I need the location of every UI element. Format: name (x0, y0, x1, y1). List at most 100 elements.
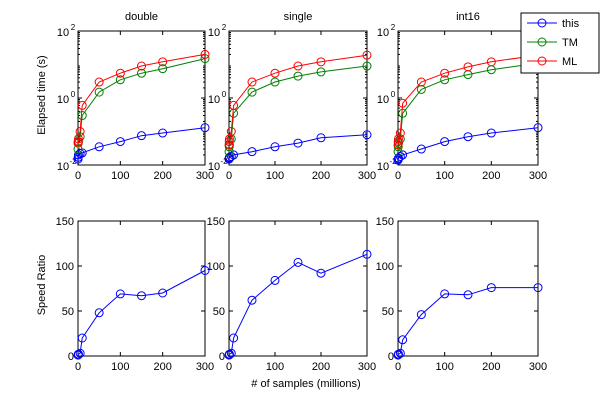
series-line (397, 127, 539, 161)
y-tick-exponent: 2 (391, 23, 396, 32)
x-tick-label: 100 (266, 361, 284, 373)
y-tick-label: 10 (377, 94, 389, 106)
data-point (200, 123, 210, 133)
y-tick-label: 10 (208, 94, 220, 106)
data-point (73, 144, 83, 154)
data-point (247, 295, 257, 305)
legend-box (520, 12, 600, 74)
series-line (77, 270, 206, 356)
y-tick-label: 150 (376, 216, 394, 228)
y-tick-label: 100 (56, 261, 74, 273)
y-tick-label: 150 (56, 216, 74, 228)
data-point (229, 150, 239, 160)
x-tick-label: 100 (266, 170, 284, 182)
y-tick-label: 10 (377, 27, 389, 39)
data-point (393, 140, 403, 150)
y-tick-exponent: 0 (71, 90, 76, 99)
data-point (416, 144, 426, 154)
data-point (158, 57, 168, 67)
x-tick-label: 200 (312, 170, 330, 182)
data-point (533, 123, 543, 133)
data-point (316, 57, 326, 67)
data-point (395, 128, 405, 138)
x-tick-label: 200 (153, 170, 171, 182)
data-point (247, 77, 257, 87)
y-tick-label: 0 (388, 351, 394, 363)
y-tick-label: 50 (62, 306, 74, 318)
data-point (73, 137, 83, 147)
data-point (270, 142, 280, 152)
x-tick-label: 300 (529, 170, 547, 182)
data-point (73, 349, 83, 359)
data-point (94, 308, 104, 318)
series-speed-ratio (393, 283, 543, 360)
ylabel-elapsed-time: Elapsed time (s) (36, 55, 48, 134)
series-line (397, 287, 538, 356)
data-point (137, 291, 146, 301)
y-tick-exponent: 2 (222, 23, 227, 32)
data-point (440, 289, 450, 299)
y-tick-exponent: -2 (389, 157, 397, 166)
axes-box (77, 30, 206, 166)
y-tick-exponent: -2 (69, 157, 77, 166)
x-tick-label: 300 (358, 170, 376, 182)
data-point (463, 132, 473, 142)
data-point (200, 266, 210, 275)
ylabel-speed-ratio: Speed Ratio (36, 255, 48, 316)
data-point (362, 50, 372, 60)
data-point (137, 61, 146, 71)
data-point (463, 62, 473, 72)
data-point (224, 147, 234, 157)
data-point (137, 68, 146, 78)
data-point (416, 310, 426, 320)
y-tick-label: 0 (219, 351, 225, 363)
data-point (224, 137, 234, 147)
y-tick-label: 10 (57, 161, 69, 173)
x-tick-label: 0 (75, 170, 81, 182)
data-point (224, 349, 234, 359)
y-tick-label: 10 (57, 94, 69, 106)
data-point (416, 77, 426, 87)
x-tick-label: 0 (226, 361, 232, 373)
data-point (316, 67, 326, 77)
y-tick-label: 0 (68, 351, 74, 363)
data-point (486, 128, 496, 138)
data-point (229, 333, 239, 343)
x-tick-label: 200 (312, 361, 330, 373)
data-point (229, 100, 239, 110)
axes-box (228, 220, 368, 357)
data-point (77, 100, 87, 110)
series-this (224, 130, 372, 164)
data-point (395, 151, 405, 161)
legend: this TM ML (520, 12, 600, 74)
xlabel-samples: # of samples (millions) (251, 378, 360, 390)
data-point (440, 75, 450, 85)
y-tick-label: 100 (376, 261, 394, 273)
panel-4: 0 100 200 300 0 50 100 150 (56, 216, 215, 373)
panel-title: double (125, 11, 158, 23)
legend-marker (537, 18, 547, 28)
data-point (533, 283, 543, 293)
y-tick-label: 50 (382, 306, 394, 318)
x-tick-label: 300 (196, 170, 214, 182)
data-point (393, 134, 403, 144)
legend-label-this: this (562, 18, 580, 30)
data-point (226, 127, 236, 136)
data-point (398, 98, 408, 108)
data-point (226, 151, 236, 161)
data-point (115, 289, 125, 299)
data-point (247, 147, 257, 157)
y-tick-exponent: 2 (71, 23, 76, 32)
panel-6: 0 100 200 300 0 50 100 150 (376, 216, 548, 373)
series-speed-ratio (73, 266, 210, 360)
y-tick-label: 10 (208, 27, 220, 39)
series-this (393, 123, 543, 165)
data-point (416, 84, 426, 94)
x-tick-label: 100 (435, 170, 453, 182)
data-point (137, 131, 146, 141)
data-point (270, 68, 280, 78)
